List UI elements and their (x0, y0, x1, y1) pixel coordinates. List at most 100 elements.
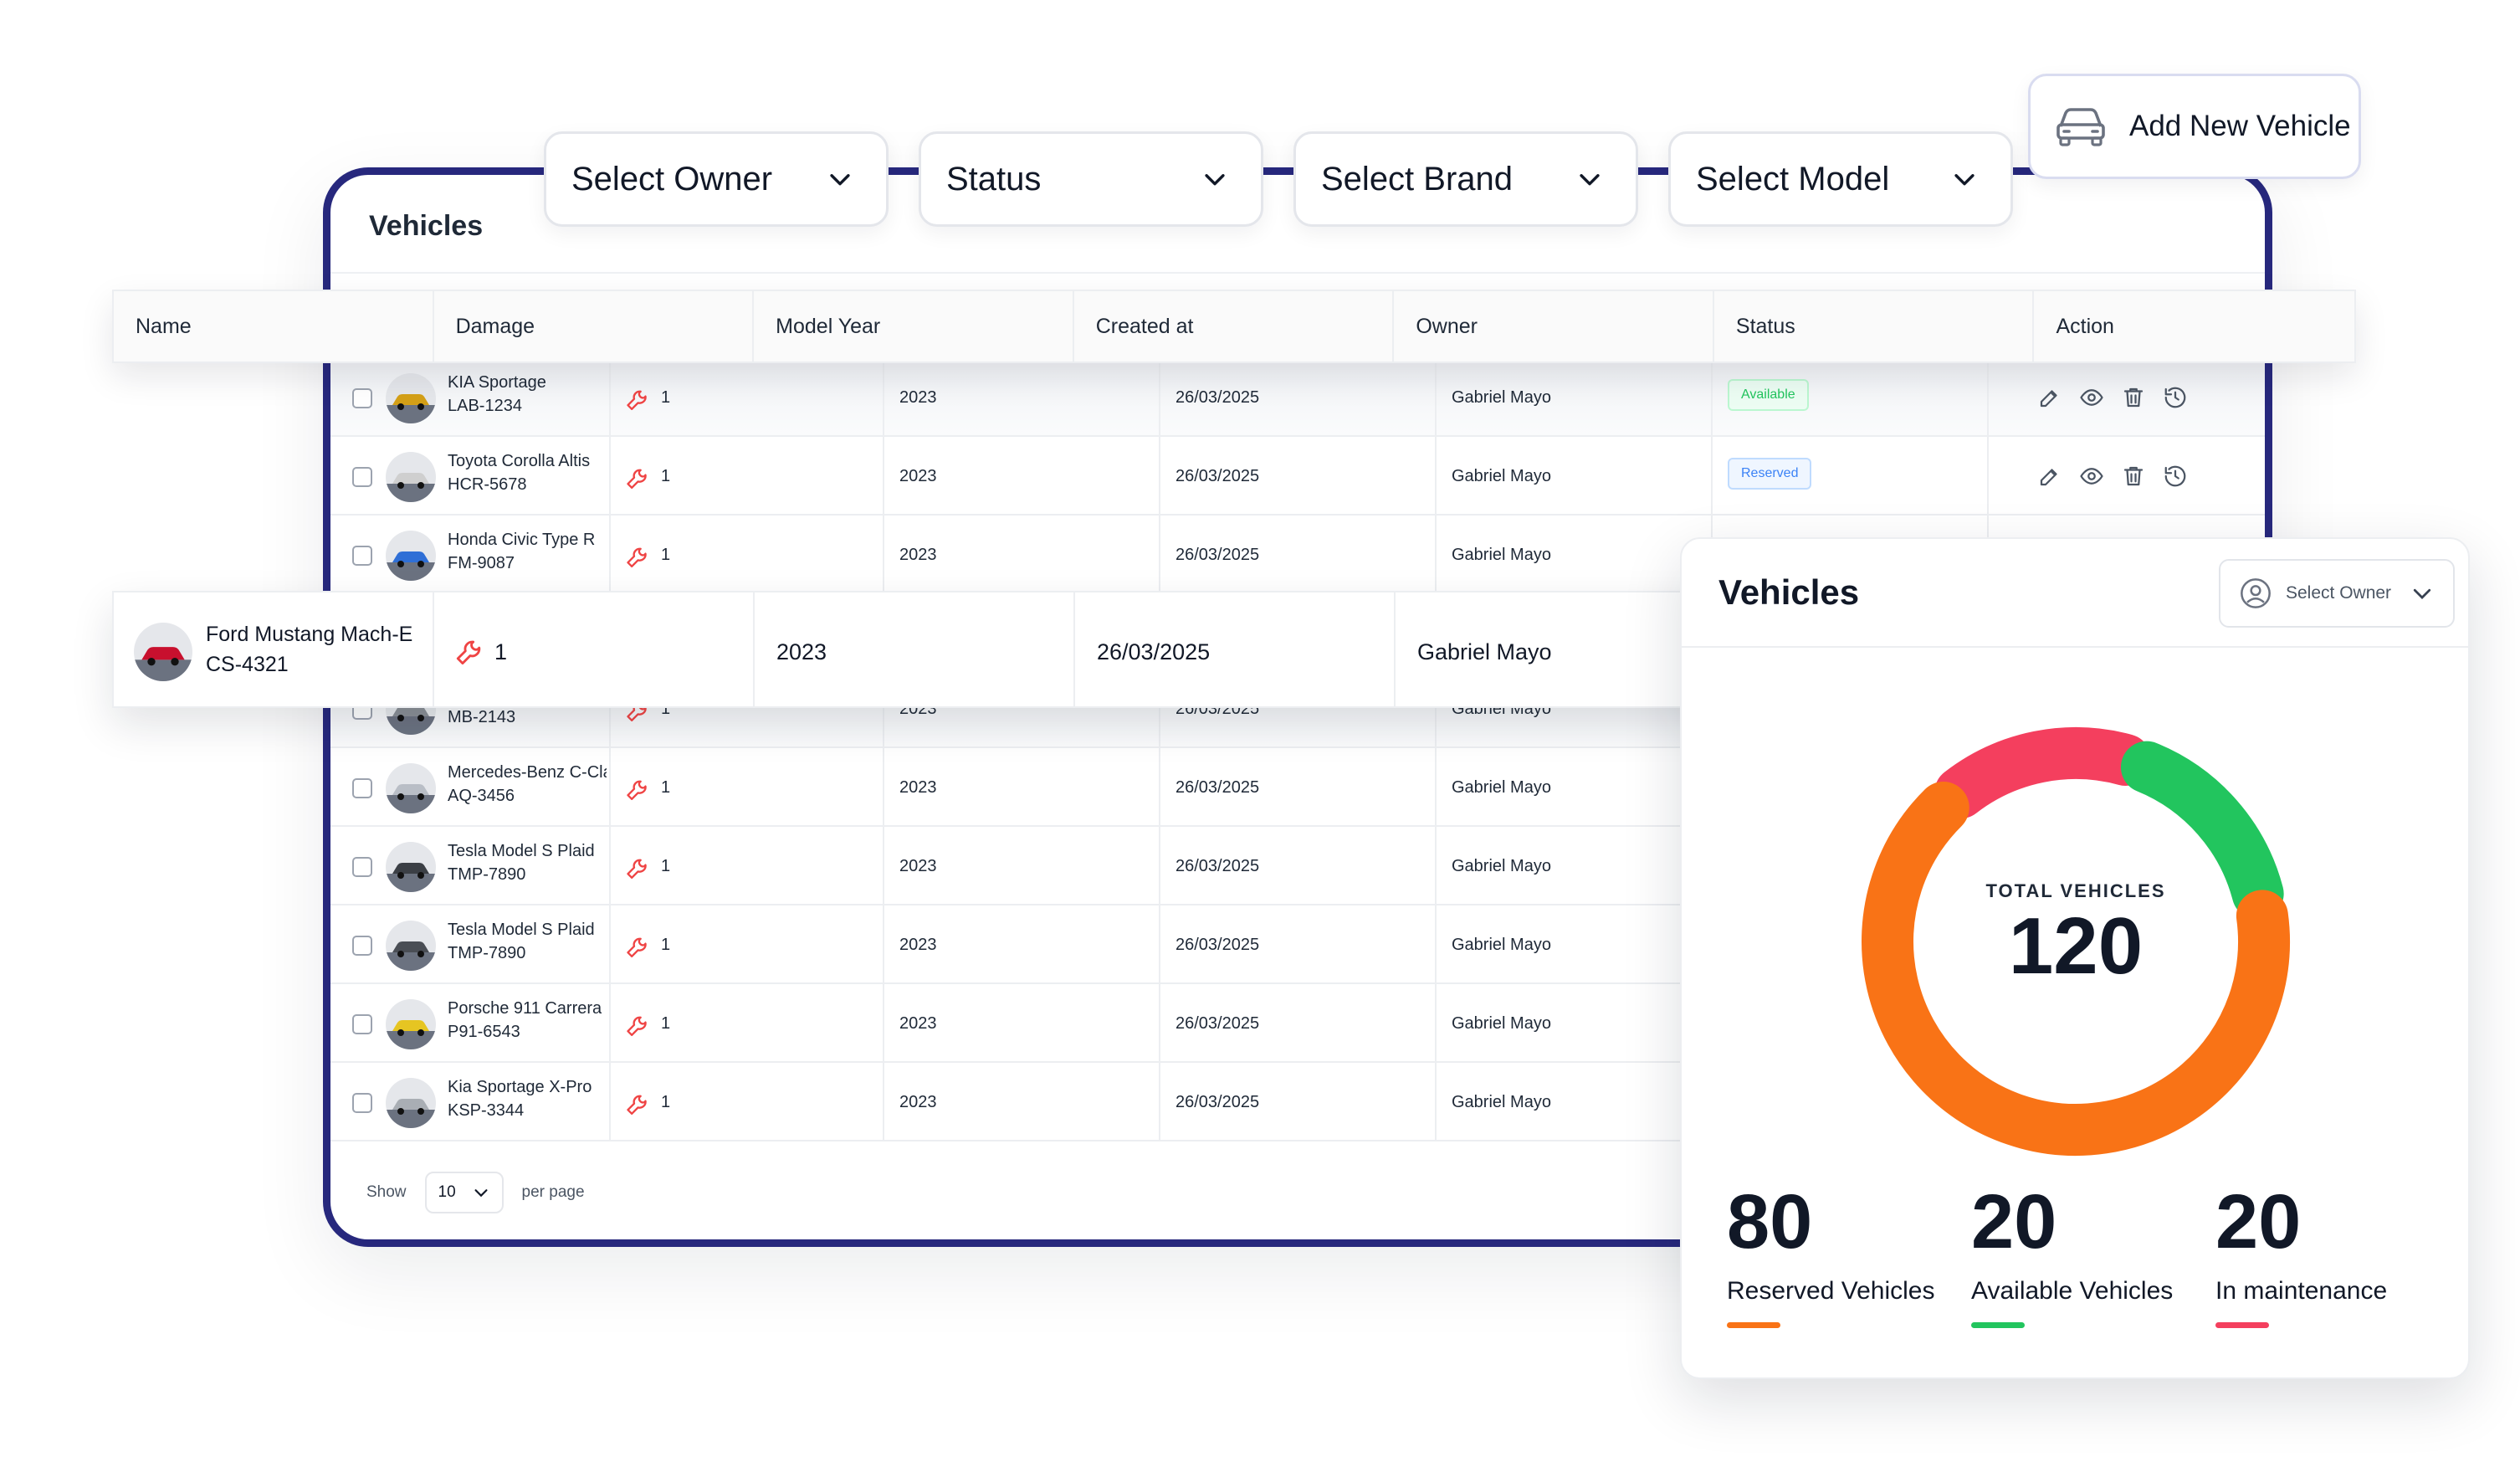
column-header-model-year[interactable]: Model Year (754, 291, 1074, 362)
owner-name: Gabriel Mayo (1452, 857, 1551, 875)
select-brand-dropdown[interactable]: Select Brand (1293, 131, 1638, 227)
row-checkbox[interactable] (352, 936, 372, 956)
car-avatar (386, 842, 436, 892)
total-vehicles-value: 120 (2008, 901, 2144, 991)
created-at: 26/03/2025 (1175, 857, 1260, 875)
vehicle-plate: MB-2143 (448, 708, 516, 726)
cell-model-year: 2023 (755, 592, 1075, 706)
vehicles-stats-card: Vehicles Select Owner TOTAL VEHICLES 120… (1680, 537, 2470, 1379)
column-separator (883, 437, 884, 514)
history-icon[interactable] (2163, 385, 2188, 410)
card-divider (1682, 646, 2468, 648)
column-separator (883, 827, 884, 904)
column-separator (609, 437, 611, 514)
car-avatar (386, 373, 436, 423)
car-avatar (386, 763, 436, 813)
column-header-damage[interactable]: Damage (434, 291, 755, 362)
cell-damage: 1 (434, 592, 755, 706)
stat-available-bar (1971, 1322, 2025, 1328)
row-checkbox[interactable] (352, 778, 372, 798)
vehicle-plate: LAB-1234 (448, 397, 522, 415)
wrench-icon (627, 1095, 647, 1115)
column-header-name[interactable]: Name (114, 291, 434, 362)
edit-icon[interactable] (2037, 385, 2062, 410)
cell-created-at: 26/03/2025 (1075, 592, 1396, 706)
history-icon[interactable] (2163, 464, 2188, 489)
owner-name: Gabriel Mayo (1452, 388, 1551, 407)
highlighted-table-row[interactable]: Ford Mustang Mach-E CS-4321 1 2023 26/03… (112, 591, 1735, 708)
select-model-dropdown[interactable]: Select Model (1668, 131, 2013, 227)
column-separator (1435, 827, 1437, 904)
table-row[interactable]: Toyota Corolla Altis HCR-5678 1 2023 26/… (330, 437, 2265, 516)
column-separator (1159, 905, 1160, 982)
column-separator (1435, 984, 1437, 1061)
chevron-down-icon (1205, 174, 1225, 186)
owner-name: Gabriel Mayo (1452, 1014, 1551, 1033)
column-separator (1435, 358, 1437, 435)
damage-count: 1 (661, 778, 671, 797)
column-header-created-at[interactable]: Created at (1074, 291, 1395, 362)
model-year: 2023 (776, 639, 827, 664)
eye-icon[interactable] (2079, 385, 2104, 410)
row-checkbox[interactable] (352, 388, 372, 408)
car-avatar (386, 531, 436, 581)
vehicle-plate: KSP-3344 (448, 1101, 525, 1120)
wrench-icon (627, 1016, 647, 1036)
column-separator (1435, 437, 1437, 514)
table-row[interactable]: KIA Sportage LAB-1234 1 2023 26/03/2025 … (330, 358, 2265, 437)
car-avatar (386, 1078, 436, 1128)
select-owner-dropdown[interactable]: Select Owner (544, 131, 889, 227)
created-at: 26/03/2025 (1175, 546, 1260, 564)
status-dropdown[interactable]: Status (919, 131, 1263, 227)
column-separator (1159, 1063, 1160, 1140)
add-new-vehicle-button[interactable]: Add New Vehicle (2028, 74, 2361, 179)
damage-count: 1 (661, 546, 671, 564)
per-page-select[interactable]: 10 (424, 1172, 504, 1213)
column-header-status[interactable]: Status (1714, 291, 2035, 362)
row-checkbox[interactable] (352, 546, 372, 566)
column-separator (883, 516, 884, 592)
donut-segment-0 (1862, 782, 2290, 1156)
select-model-label: Select Model (1696, 160, 1890, 197)
model-year: 2023 (899, 388, 937, 407)
column-header-owner[interactable]: Owner (1394, 291, 1714, 362)
owner-name: Gabriel Mayo (1452, 936, 1551, 954)
row-checkbox[interactable] (352, 1014, 372, 1034)
stat-maintenance-label: In maintenance (2215, 1277, 2388, 1305)
created-at: 26/03/2025 (1175, 388, 1260, 407)
column-separator (883, 669, 884, 746)
created-at: 26/03/2025 (1175, 778, 1260, 797)
owner-name: Gabriel Mayo (1452, 1093, 1551, 1111)
trash-icon[interactable] (2121, 464, 2146, 489)
row-checkbox[interactable] (352, 467, 372, 487)
per-page-value: 10 (438, 1183, 456, 1201)
car-avatar (386, 999, 436, 1049)
title-divider (330, 272, 2265, 274)
cell-name: Ford Mustang Mach-E CS-4321 (114, 592, 434, 706)
trash-icon[interactable] (2121, 385, 2146, 410)
donut-segment-2 (1934, 727, 2152, 819)
column-separator (1435, 516, 1437, 592)
damage-count: 1 (661, 467, 671, 485)
column-separator (1159, 516, 1160, 592)
card-owner-select[interactable]: Select Owner (2219, 559, 2455, 628)
stat-reserved: 80 Reserved Vehicles (1727, 1183, 1961, 1328)
created-at: 26/03/2025 (1175, 1014, 1260, 1033)
damage-count: 1 (661, 857, 671, 875)
column-separator (1435, 905, 1437, 982)
column-separator (1159, 437, 1160, 514)
table-header: Name Damage Model Year Created at Owner … (112, 290, 2356, 363)
model-year: 2023 (899, 546, 937, 564)
edit-icon[interactable] (2037, 464, 2062, 489)
row-checkbox[interactable] (352, 1093, 372, 1113)
wrench-icon (627, 547, 647, 567)
owner-name: Gabriel Mayo (1452, 467, 1551, 485)
stat-maintenance: 20 In maintenance (2215, 1183, 2450, 1328)
vehicle-plate: TMP-7890 (448, 944, 526, 962)
column-separator (1159, 827, 1160, 904)
car-avatar (386, 921, 436, 971)
table-title: Vehicles (369, 210, 484, 242)
cell-owner: Gabriel Mayo (1396, 592, 1716, 706)
row-checkbox[interactable] (352, 857, 372, 877)
eye-icon[interactable] (2079, 464, 2104, 489)
